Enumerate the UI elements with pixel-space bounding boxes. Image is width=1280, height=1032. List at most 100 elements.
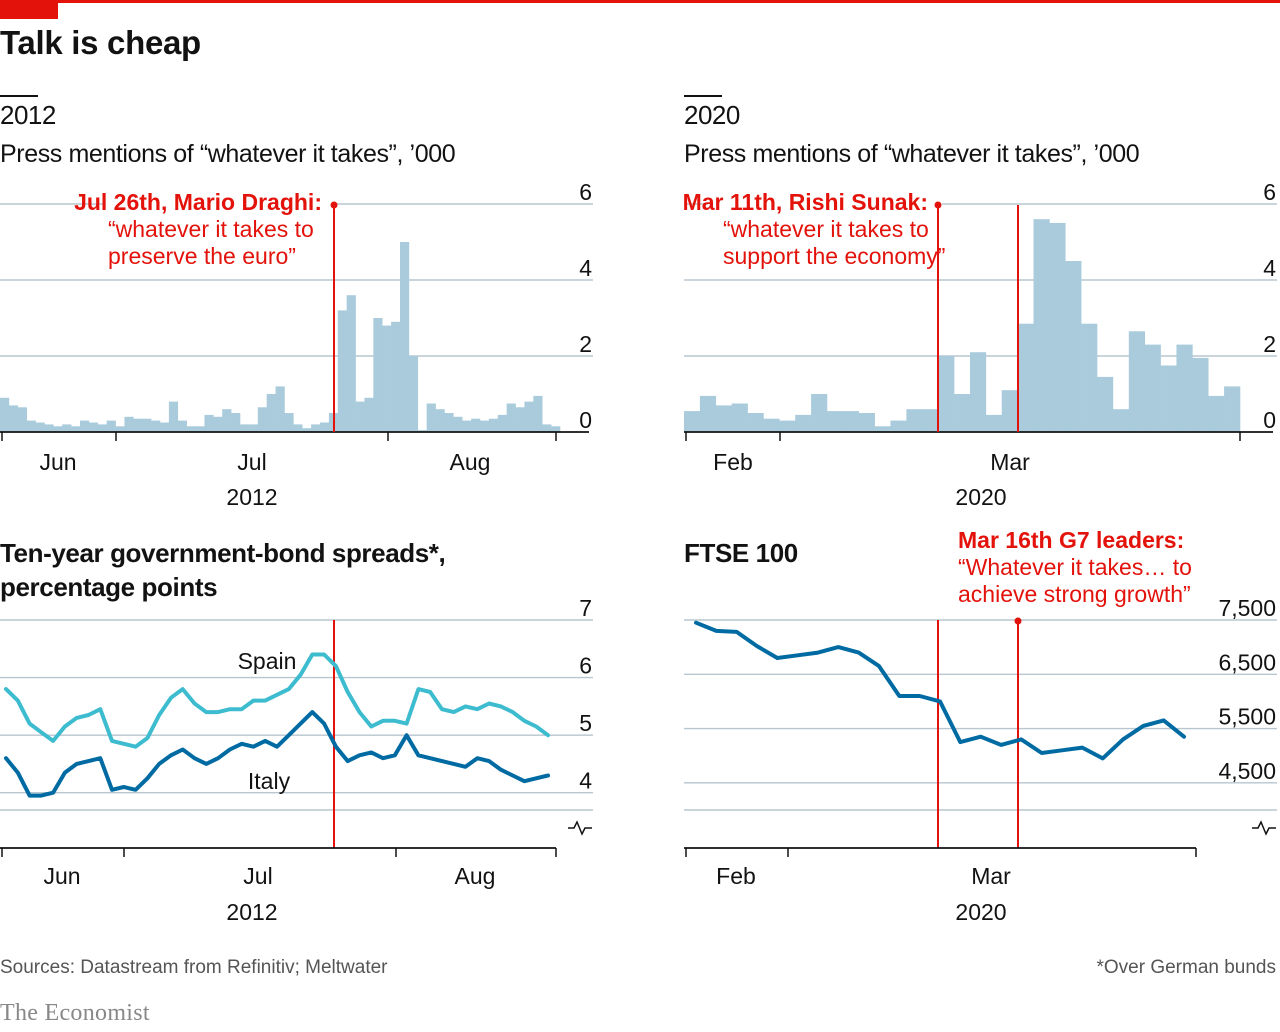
bar [80, 420, 90, 432]
bar [715, 405, 732, 432]
y-tick-label: 2 [1263, 331, 1276, 357]
bar [954, 394, 971, 432]
x-tick-label: Feb [716, 863, 756, 889]
bar [53, 426, 63, 432]
annotation-quote: support the economy” [723, 243, 945, 269]
bar [969, 352, 987, 432]
bar [1033, 219, 1050, 432]
bar [842, 411, 860, 432]
y-tick-label: 4 [1263, 255, 1276, 281]
bar [160, 422, 170, 432]
panel-year-2020: 2020 [684, 100, 740, 130]
x-tick-label: Mar [990, 449, 1030, 475]
annotation-mask [708, 201, 942, 207]
y-tick-label: 6 [1263, 179, 1276, 205]
top-rule [0, 0, 1280, 3]
panel-rule [0, 95, 38, 97]
event-dot [934, 201, 942, 209]
bar [204, 414, 214, 432]
bar [417, 430, 427, 432]
bar [177, 420, 187, 432]
series-line-spain [4, 652, 550, 749]
bar [795, 414, 812, 432]
series-line-italy [4, 710, 550, 798]
bar [551, 426, 561, 432]
y-tick-label: 6 [579, 179, 592, 205]
y-tick-label: 5,500 [1218, 704, 1276, 730]
bar [1081, 323, 1098, 432]
panel-subtitle-2020: Press mentions of “whatever it takes”, ’… [684, 140, 1140, 168]
x-tick-label: Jul [243, 863, 272, 889]
ftse-title: FTSE 100 [684, 538, 798, 568]
x-tick-label: Mar [971, 863, 1011, 889]
bar [195, 426, 205, 432]
bar [1065, 261, 1082, 432]
annotation-quote: achieve strong growth” [958, 581, 1191, 607]
x-tick-label: Jun [43, 863, 80, 889]
x-axis-year-label: 2012 [226, 484, 277, 510]
y-tick-label: 0 [1263, 407, 1276, 433]
bar [731, 403, 748, 432]
bar [542, 424, 552, 432]
bar [444, 413, 454, 432]
bar [257, 407, 267, 432]
series-label-spain: Spain [238, 648, 297, 674]
annotation-quote: preserve the euro” [108, 243, 296, 269]
bar [426, 403, 436, 432]
y-tick-label: 0 [579, 407, 592, 433]
bar [1208, 395, 1225, 432]
spreads-title-line1: Ten-year government-bond spreads*, [0, 538, 446, 568]
bar [1160, 365, 1177, 432]
bar [471, 418, 481, 432]
bar [524, 401, 534, 432]
bar [248, 424, 259, 432]
bar [858, 413, 875, 432]
bar [373, 318, 383, 432]
panel-subtitle-2012: Press mentions of “whatever it takes”, ’… [0, 140, 456, 168]
bar [480, 420, 490, 432]
bar [133, 418, 143, 432]
annotation-quote: “Whatever it takes… to [958, 554, 1192, 580]
annotation-date: Jul 26th, Mario Draghi: [74, 189, 322, 215]
bar [1176, 344, 1193, 432]
bar [266, 394, 276, 432]
bar [462, 420, 472, 432]
bar [400, 242, 410, 432]
bar [1112, 409, 1130, 432]
sources-note: Sources: Datastream from Refinitiv; Melt… [0, 957, 388, 978]
annotation-quote: “whatever it takes to [723, 216, 929, 242]
y-tick-label: 6 [579, 653, 592, 679]
bar [497, 414, 507, 432]
bar [382, 325, 392, 432]
panel-year-2012: 2012 [0, 100, 56, 130]
y-tick-label: 2 [579, 331, 592, 357]
axis-break-icon [568, 820, 592, 836]
bar [124, 416, 134, 432]
x-tick-label: Aug [455, 863, 496, 889]
brand-tag [0, 0, 58, 19]
spreads-title-line2: percentage points [0, 572, 218, 602]
x-axis-year-label: 2020 [955, 484, 1006, 510]
bar [240, 424, 250, 432]
bar [284, 413, 294, 432]
bar [533, 395, 543, 432]
bar [44, 424, 54, 432]
bar [168, 401, 179, 432]
bar [506, 403, 516, 432]
bar [346, 295, 356, 432]
x-axis-year-label: 2012 [226, 899, 277, 925]
bar [151, 420, 161, 432]
annotation-quote: “whatever it takes to [108, 216, 314, 242]
bar [186, 426, 196, 432]
bar [62, 424, 72, 432]
chart-title: Talk is cheap [0, 24, 201, 61]
bar [391, 321, 401, 432]
bar [293, 424, 303, 432]
bar [826, 411, 844, 432]
series-label-italy: Italy [248, 768, 291, 794]
bar [488, 418, 499, 432]
bar [364, 397, 374, 432]
y-tick-label: 7,500 [1218, 595, 1276, 621]
bar [779, 420, 796, 432]
